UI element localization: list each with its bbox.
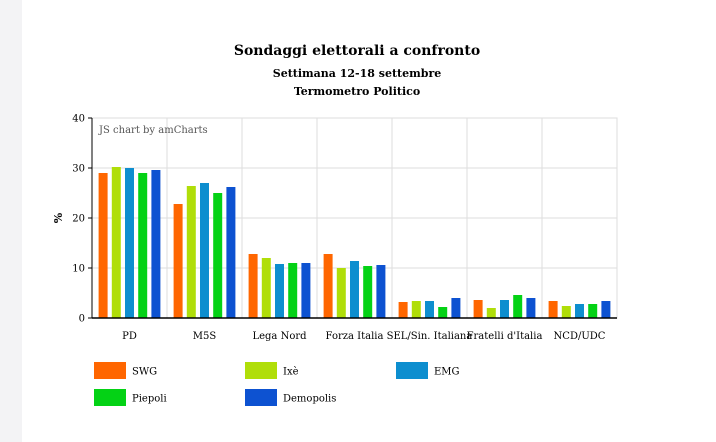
- x-tick-label: SEL/Sin. Italiana: [387, 331, 473, 342]
- y-tick-label: 30: [72, 164, 85, 175]
- x-tick-label: Fratelli d'Italia: [467, 331, 543, 342]
- bar[interactable]: [336, 268, 346, 318]
- y-tick-label: 10: [72, 264, 85, 275]
- legend-swatch[interactable]: [94, 362, 126, 379]
- bar[interactable]: [526, 298, 536, 318]
- bar[interactable]: [151, 170, 161, 318]
- bar[interactable]: [376, 265, 386, 318]
- bar[interactable]: [486, 308, 496, 318]
- legend-swatch[interactable]: [245, 389, 277, 406]
- bar[interactable]: [288, 263, 298, 318]
- bar[interactable]: [438, 307, 448, 318]
- y-tick-label: 0: [79, 314, 85, 325]
- bar[interactable]: [425, 301, 434, 318]
- bar[interactable]: [500, 300, 509, 318]
- y-axis-label: %: [52, 212, 65, 223]
- legend-swatch[interactable]: [94, 389, 126, 406]
- x-tick-label: NCD/UDC: [554, 331, 606, 342]
- bar[interactable]: [125, 168, 134, 318]
- bar[interactable]: [575, 304, 584, 318]
- legend-label[interactable]: SWG: [132, 367, 157, 378]
- bar[interactable]: [98, 173, 108, 318]
- bar[interactable]: [111, 167, 121, 318]
- chart-title: Sondaggi elettorali a confronto: [234, 43, 480, 59]
- chart-subtitle-2: Termometro Politico: [294, 85, 420, 98]
- x-tick-label: PD: [122, 331, 137, 342]
- bar[interactable]: [411, 301, 421, 318]
- chart-card: Sondaggi elettorali a confronto Settiman…: [22, 0, 716, 442]
- bar[interactable]: [200, 183, 209, 318]
- bar[interactable]: [226, 187, 236, 318]
- bar[interactable]: [350, 261, 359, 318]
- legend-label[interactable]: EMG: [434, 367, 460, 378]
- bar[interactable]: [588, 304, 598, 318]
- y-tick-label: 20: [72, 214, 85, 225]
- bar[interactable]: [473, 300, 483, 318]
- chart-credit[interactable]: JS chart by amCharts: [98, 125, 208, 136]
- legend-label[interactable]: Ixè: [283, 367, 299, 378]
- legend: SWG Ixè EMG Piepoli Demopolis: [94, 362, 460, 406]
- legend-label[interactable]: Demopolis: [283, 394, 336, 405]
- bar[interactable]: [451, 298, 461, 318]
- bar[interactable]: [561, 306, 571, 318]
- legend-swatch[interactable]: [396, 362, 428, 379]
- chart: Sondaggi elettorali a confronto Settiman…: [52, 43, 618, 406]
- bar[interactable]: [601, 301, 611, 318]
- bar[interactable]: [261, 258, 271, 318]
- x-tick-label: Lega Nord: [252, 331, 307, 342]
- bar[interactable]: [186, 186, 196, 318]
- legend-label[interactable]: Piepoli: [132, 394, 167, 405]
- bar[interactable]: [275, 264, 284, 318]
- x-tick-label: M5S: [193, 331, 217, 342]
- plot-area: 0 10 20 30 40 PD M5S Lega Nord Forza Italia SEL/S…: [72, 114, 618, 342]
- bar[interactable]: [323, 254, 333, 318]
- bar[interactable]: [513, 295, 523, 318]
- x-tick-label: Forza Italia: [326, 331, 384, 342]
- bar[interactable]: [248, 254, 258, 318]
- legend-swatch[interactable]: [245, 362, 277, 379]
- bar[interactable]: [173, 204, 183, 318]
- bar[interactable]: [363, 266, 373, 318]
- bar[interactable]: [138, 173, 148, 318]
- y-tick-label: 40: [72, 114, 85, 125]
- bar[interactable]: [548, 301, 558, 318]
- bar[interactable]: [398, 302, 408, 318]
- bar[interactable]: [301, 263, 311, 318]
- chart-subtitle: Settimana 12-18 settembre: [273, 67, 442, 80]
- bar[interactable]: [213, 193, 223, 318]
